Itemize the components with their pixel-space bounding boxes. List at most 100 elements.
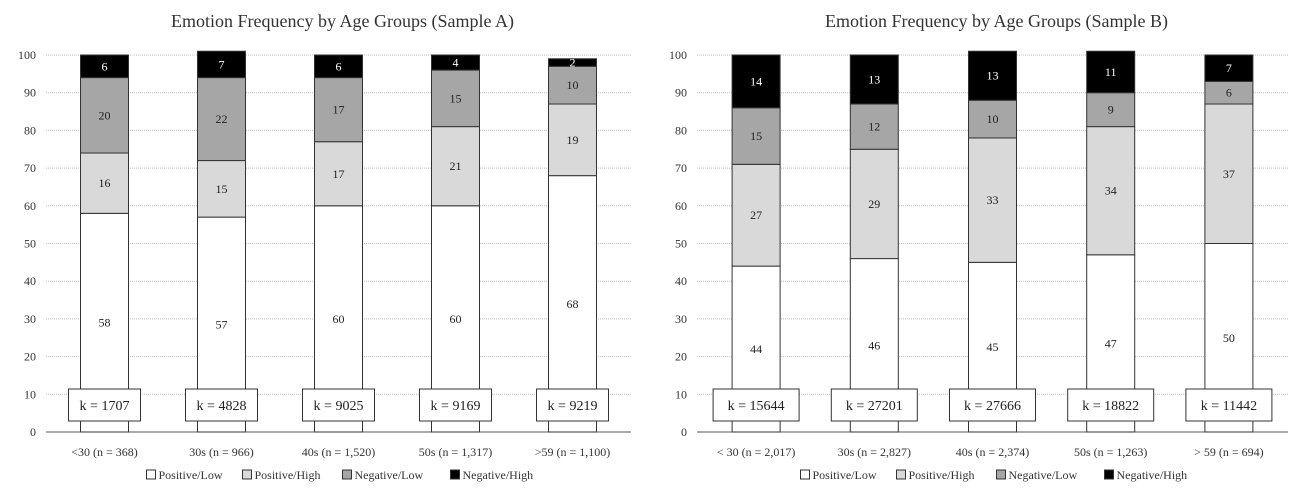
y-tick-label: 30 [675,312,687,326]
data-label: 44 [750,342,762,356]
y-tick-label: 100 [18,48,36,62]
bar-segment-positive-high [197,160,246,218]
x-tick-label: < 30 (n = 2,017) [717,445,796,459]
data-label: 9 [1108,103,1114,117]
legend-label: Negative/Low [355,468,424,482]
data-label: 27 [750,208,762,222]
y-tick-label: 100 [669,48,687,62]
bar-segment-negative-high [431,54,480,71]
y-tick-label: 90 [675,86,687,100]
bar-segment-negative-low [197,77,246,162]
legend-swatch [242,469,252,480]
x-tick-label: > 59 (n = 694) [1194,445,1264,459]
x-tick-label: >59 (n = 1,100) [535,445,611,459]
data-label: 20 [99,108,111,122]
legend-swatch [1104,469,1114,480]
k-label: k = 1707 [80,399,130,414]
data-label: 13 [987,69,999,83]
y-tick-label: 0 [681,425,687,439]
y-tick-label: 60 [24,199,36,213]
k-label-box [302,388,375,422]
chart-sample-b: Emotion Frequency by Age Groups (Sample … [669,11,1288,482]
legend-label: Negative/High [1117,468,1188,482]
x-tick-label: 40s (n = 2,374) [956,445,1029,459]
data-label: 58 [99,316,111,330]
bar-segment-positive-high [431,126,480,207]
k-label: k = 4828 [197,399,247,414]
y-tick-label: 80 [24,123,36,137]
data-label: 10 [987,112,999,126]
chart-title: Emotion Frequency by Age Groups (Sample … [825,11,1168,32]
bar-segment-negative-low [1086,92,1136,128]
bar-segment-negative-high [968,50,1017,101]
bar-segment-positive-high [1204,103,1254,245]
data-label: 57 [216,318,228,332]
y-tick-label: 40 [24,274,36,288]
legend-label: Positive/Low [159,468,223,482]
k-label-box [712,388,800,422]
data-label: 22 [216,112,228,126]
bar-segment-positive-high [314,141,363,207]
bar-segment-negative-low [731,107,781,165]
data-label: 21 [450,159,462,173]
bar-segment-positive-high [731,163,781,267]
data-label: 15 [450,91,462,105]
bar-segment-negative-high [197,50,246,79]
legend-label: Negative/High [463,468,534,482]
x-tick-label: 50s (n = 1,317) [419,445,492,459]
legend-swatch [896,469,906,480]
legend-swatch [342,469,352,480]
y-tick-label: 20 [675,350,687,364]
legend-swatch [996,469,1006,480]
bar-segment-negative-low [314,77,363,143]
data-label: 6 [1226,86,1232,100]
legend-label: Negative/Low [1009,468,1078,482]
data-label: 47 [1105,336,1117,350]
bar-segment-negative-low [431,69,480,128]
k-label-box [419,388,492,422]
data-label: 60 [450,312,462,326]
data-label: 50 [1223,331,1235,345]
y-tick-label: 80 [675,123,687,137]
data-label: 6 [102,59,108,73]
k-label: k = 9169 [431,399,481,414]
data-label: 45 [987,340,999,354]
y-tick-label: 30 [24,312,36,326]
k-label: k = 18822 [1082,399,1139,414]
k-label-box [536,388,609,422]
data-label: 7 [219,57,225,71]
k-label-box [1067,388,1155,422]
x-tick-label: 30s (n = 966) [189,445,253,459]
y-tick-label: 70 [24,161,36,175]
data-label: 7 [1226,61,1232,75]
y-tick-label: 40 [675,274,687,288]
data-label: 15 [750,129,762,143]
bar-segment-negative-low [968,99,1017,139]
bar-segment-negative-low [80,77,129,154]
data-label: 13 [868,73,880,87]
k-label: k = 27666 [964,399,1021,414]
bar-segment-negative-high [849,54,899,105]
x-tick-label: <30 (n = 368) [71,445,138,459]
bar-segment-negative-high [1086,50,1136,94]
bar-segment-positive-high [968,137,1017,263]
bar-segment-negative-high [1204,54,1254,82]
y-tick-label: 0 [30,425,36,439]
data-label: 11 [1105,65,1117,79]
bar-segment-negative-high [548,58,597,67]
chart-title: Emotion Frequency by Age Groups (Sample … [171,11,514,32]
k-label: k = 9219 [548,399,598,414]
legend-swatch [146,469,156,480]
data-label: 19 [567,133,579,147]
k-label: k = 11442 [1201,399,1257,414]
y-tick-label: 50 [675,237,687,251]
x-tick-label: 40s (n = 1,520) [302,445,375,459]
bar-segment-negative-high [731,54,781,109]
chart-panel-sample-a: Emotion Frequency by Age Groups (Sample … [0,0,650,488]
data-label: 33 [987,193,999,207]
data-label: 4 [453,56,459,70]
y-tick-label: 60 [675,199,687,213]
data-label: 37 [1223,167,1235,181]
data-label: 17 [333,167,345,181]
bar-segment-negative-high [80,54,129,79]
